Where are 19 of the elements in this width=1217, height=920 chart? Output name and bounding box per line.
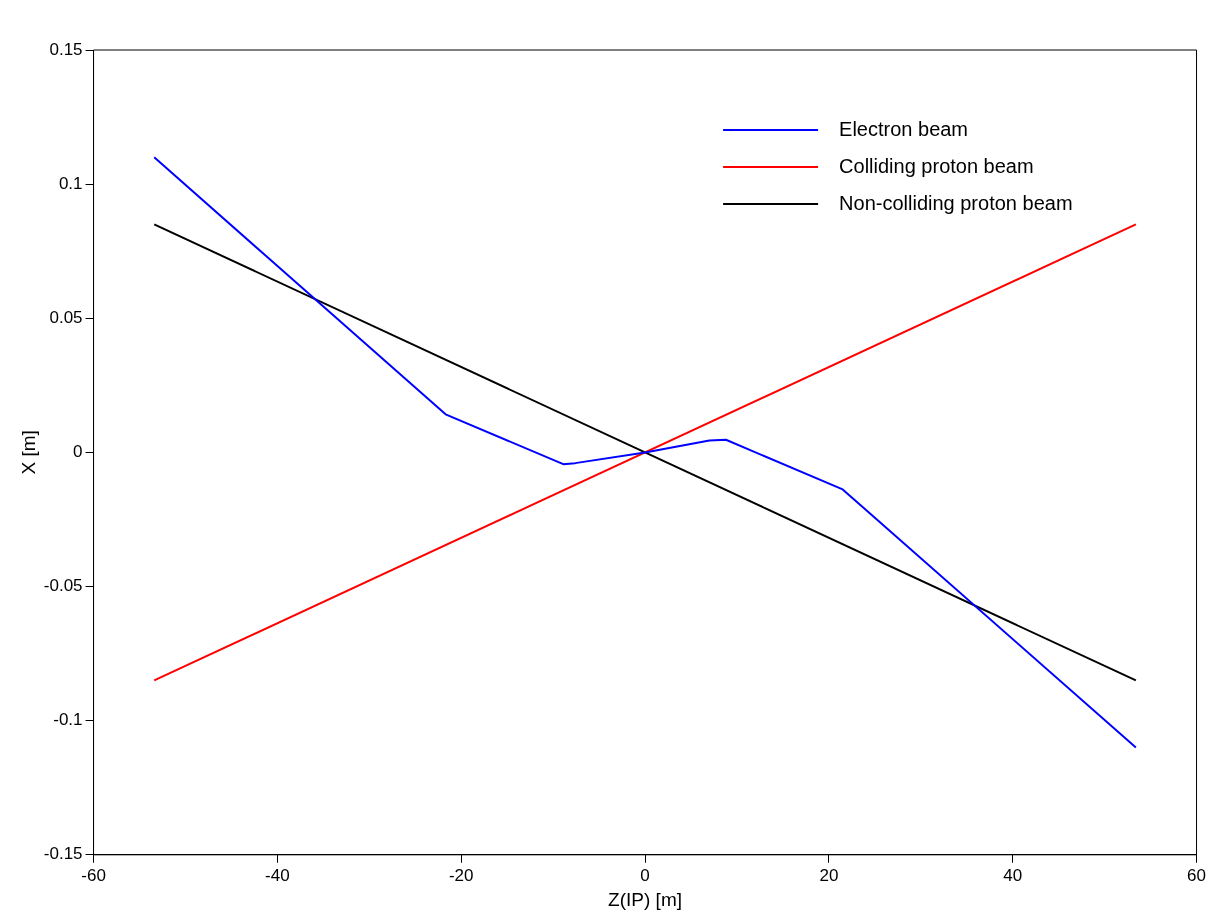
y-tick-label: 0.1 — [58, 173, 83, 193]
x-tick-label: -60 — [81, 865, 106, 885]
legend-label: Electron beam — [839, 117, 969, 140]
y-tick-label: 0.05 — [49, 307, 83, 327]
x-tick-label: -40 — [265, 865, 290, 885]
x-tick-label: 0 — [640, 865, 650, 885]
legend-label: Colliding proton beam — [839, 154, 1034, 177]
x-tick-label: 20 — [819, 865, 839, 885]
x-tick-label: 40 — [1003, 865, 1023, 885]
y-tick-label: -0.05 — [43, 576, 83, 596]
x-tick-label: -20 — [448, 865, 474, 885]
y-tick-label: 0 — [73, 442, 83, 462]
y-tick-label: -0.15 — [43, 844, 83, 864]
x-tick-label: 60 — [1187, 865, 1207, 885]
legend-label: Non-colliding proton beam — [839, 191, 1073, 214]
y-tick-label: 0.15 — [49, 39, 83, 59]
x-axis-title: Z(IP) [m] — [608, 888, 682, 910]
y-tick-label: -0.1 — [53, 710, 83, 730]
y-axis-title: X [m] — [17, 430, 39, 475]
